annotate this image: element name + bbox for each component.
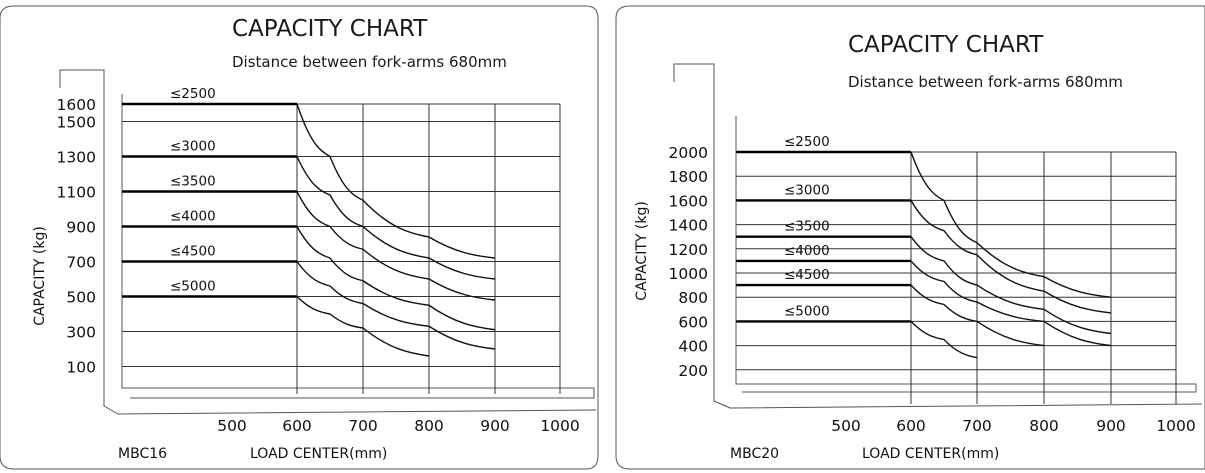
- chart-subtitle: Distance between fork-arms 680mm: [232, 53, 507, 71]
- panel-border: [0, 5, 599, 470]
- panel-border: [615, 5, 1205, 470]
- y-tick-label: 2000: [669, 144, 708, 162]
- x-tick-label: 800: [1029, 417, 1059, 435]
- series-curve: [296, 156, 496, 280]
- series-curve: [296, 296, 430, 357]
- axis-frame: [59, 69, 597, 415]
- series-curve: [296, 191, 496, 301]
- series-label: ≤4000: [170, 209, 216, 225]
- y-tick-label: 600: [678, 313, 708, 331]
- y-tick-label: 700: [66, 254, 96, 272]
- series-label: ≤5000: [170, 279, 216, 295]
- series-label: ≤4000: [784, 243, 830, 259]
- y-tick-label: 1400: [669, 217, 708, 235]
- y-tick-label: 500: [66, 289, 96, 307]
- x-tick-label: 600: [282, 417, 312, 435]
- x-axis-label: LOAD CENTER(mm): [250, 446, 387, 462]
- y-tick-label: 1600: [57, 96, 96, 114]
- y-tick-label: 1500: [57, 114, 96, 132]
- x-tick-label: 700: [348, 417, 378, 435]
- series-label: ≤2500: [170, 86, 216, 102]
- x-tick-label: 1000: [540, 417, 579, 435]
- y-axis-label: CAPACITY (kg): [32, 226, 48, 326]
- series-curve: [296, 261, 496, 350]
- capacity-chart-mbc16: 1600 1500 1300 1100 900 700 500 300 100 500 600 700…: [0, 5, 599, 470]
- series-curve: [296, 226, 496, 331]
- x-tick-label: 900: [480, 417, 510, 435]
- y-tick-label: 1000: [669, 265, 708, 283]
- x-axis-label: LOAD CENTER(mm): [862, 446, 999, 462]
- axis-frame: [121, 94, 595, 399]
- series-curve: [910, 320, 978, 359]
- series-label: ≤4500: [784, 267, 830, 283]
- series-label: ≤3500: [784, 219, 830, 235]
- y-tick-label: 1800: [669, 168, 708, 186]
- y-tick-label: 1600: [669, 192, 708, 210]
- x-tick-label: 500: [831, 417, 861, 435]
- chart-svg: 2000 1800 1600 1400 1200 1000 800 600 400 200 500 6…: [615, 5, 1205, 470]
- series-curve: [910, 284, 1045, 347]
- series-label: ≤3000: [170, 139, 216, 155]
- series-curve: [910, 236, 1112, 335]
- series-curve: [910, 200, 1112, 314]
- y-tick-label: 1100: [57, 184, 96, 202]
- capacity-chart-mbc20: 2000 1800 1600 1400 1200 1000 800 600 400 200 500 6…: [615, 5, 1205, 470]
- axis-frame: [735, 116, 1197, 393]
- model-label: MBC16: [118, 446, 167, 462]
- x-tick-label: 800: [414, 417, 444, 435]
- x-tick-label: 1000: [1156, 417, 1195, 435]
- series-label: ≤4500: [170, 244, 216, 260]
- y-tick-label: 300: [66, 324, 96, 342]
- y-tick-label: 1200: [669, 241, 708, 259]
- series-curve: [296, 103, 496, 259]
- chart-title: CAPACITY CHART: [232, 16, 428, 42]
- y-tick-label: 900: [66, 219, 96, 237]
- series-curve: [910, 151, 1112, 298]
- y-tick-label: 200: [678, 362, 708, 380]
- chart-title: CAPACITY CHART: [848, 32, 1044, 58]
- y-axis-label: CAPACITY (kg): [634, 201, 650, 301]
- series-curve: [910, 260, 1112, 347]
- y-tick-label: 100: [66, 359, 96, 377]
- y-tick-label: 1300: [57, 149, 96, 167]
- y-tick-label: 800: [678, 289, 708, 307]
- series-label: ≤3500: [170, 174, 216, 190]
- y-tick-label: 400: [678, 338, 708, 356]
- series-label: ≤5000: [784, 303, 830, 319]
- x-tick-label: 900: [1096, 417, 1126, 435]
- series-label: ≤3000: [784, 182, 830, 198]
- chart-subtitle: Distance between fork-arms 680mm: [848, 73, 1123, 91]
- x-tick-label: 500: [217, 417, 247, 435]
- model-label: MBC20: [730, 446, 779, 462]
- x-tick-label: 600: [896, 417, 926, 435]
- x-tick-label: 700: [962, 417, 992, 435]
- axis-frame: [673, 63, 1203, 409]
- series-label: ≤2500: [784, 134, 830, 150]
